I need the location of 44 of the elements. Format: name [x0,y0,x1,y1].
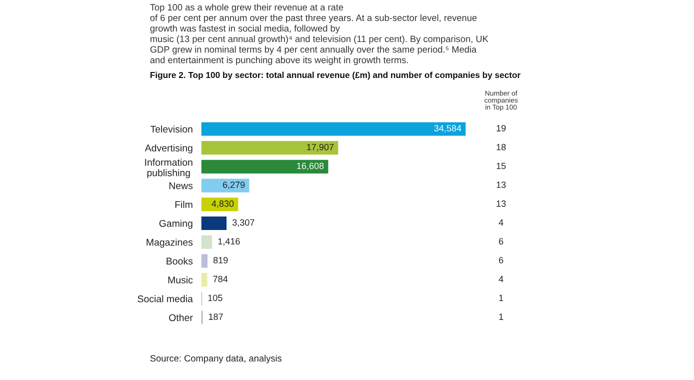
y-tick-label: Gaming [159,220,192,229]
data-label: 819 [213,256,228,264]
bar [201,273,208,287]
y-tick-label: Magazines [146,238,193,248]
text: 15 [496,162,506,170]
data-label: 187 [208,314,223,320]
bar [201,122,466,136]
y-tick-label: Advertising [144,144,192,154]
text: 19 [496,125,506,132]
text: 6 [499,238,504,245]
y-tick-label: Books [166,257,193,265]
chart-title: Figure 2. Top 100 by sector: total annual revenue (£m) and number of companies by sector [150,72,520,80]
y-tick-label: Social media [138,295,193,302]
bar [201,254,208,268]
bar [201,160,328,174]
data-label: 3,307 [232,219,254,227]
source-note: Source: Company data, analysis [150,354,282,364]
data-label: 17,907 [307,144,334,152]
data-label: 6,279 [222,182,245,190]
text: 13 [496,200,506,207]
data-label: 4,830 [212,200,234,208]
text: 4 [498,276,504,282]
bar [201,235,212,249]
text: 1 [499,314,504,320]
y-tick-label: Music [168,276,193,284]
text: 6 [499,256,504,264]
y-tick-label: Information publishing [145,158,192,178]
data-label: 1,416 [218,238,240,246]
data-label: 16,608 [297,162,324,170]
data-label: 105 [208,294,222,302]
bar [201,178,250,192]
y-tick-label: Film [175,200,192,208]
y-tick-label: Other [169,314,193,322]
y-tick-label: News [169,182,193,190]
text: Top 100 as a whole grew their revenue at a rate of 6 per cent per annum over the past three years. At a sub-sector level, revenue growth was fastest in social media, followed by music (13 per cent annual growth)⁴ and television (11 per cent). By comparison, UK GDP grew in nominal terms by 4 per cent annually over the same period.⁵ Media and entertainment is punching above its weight in growth terms. [150,4,488,66]
text: 4 [498,219,504,226]
text: 18 [496,144,506,150]
data-label: 34,584 [434,125,462,132]
bar [201,141,338,155]
text: 13 [496,182,506,188]
y-tick-label: Television [150,125,192,133]
data-label: 784 [213,276,228,282]
bar [201,216,227,230]
text: 1 [499,294,504,301]
